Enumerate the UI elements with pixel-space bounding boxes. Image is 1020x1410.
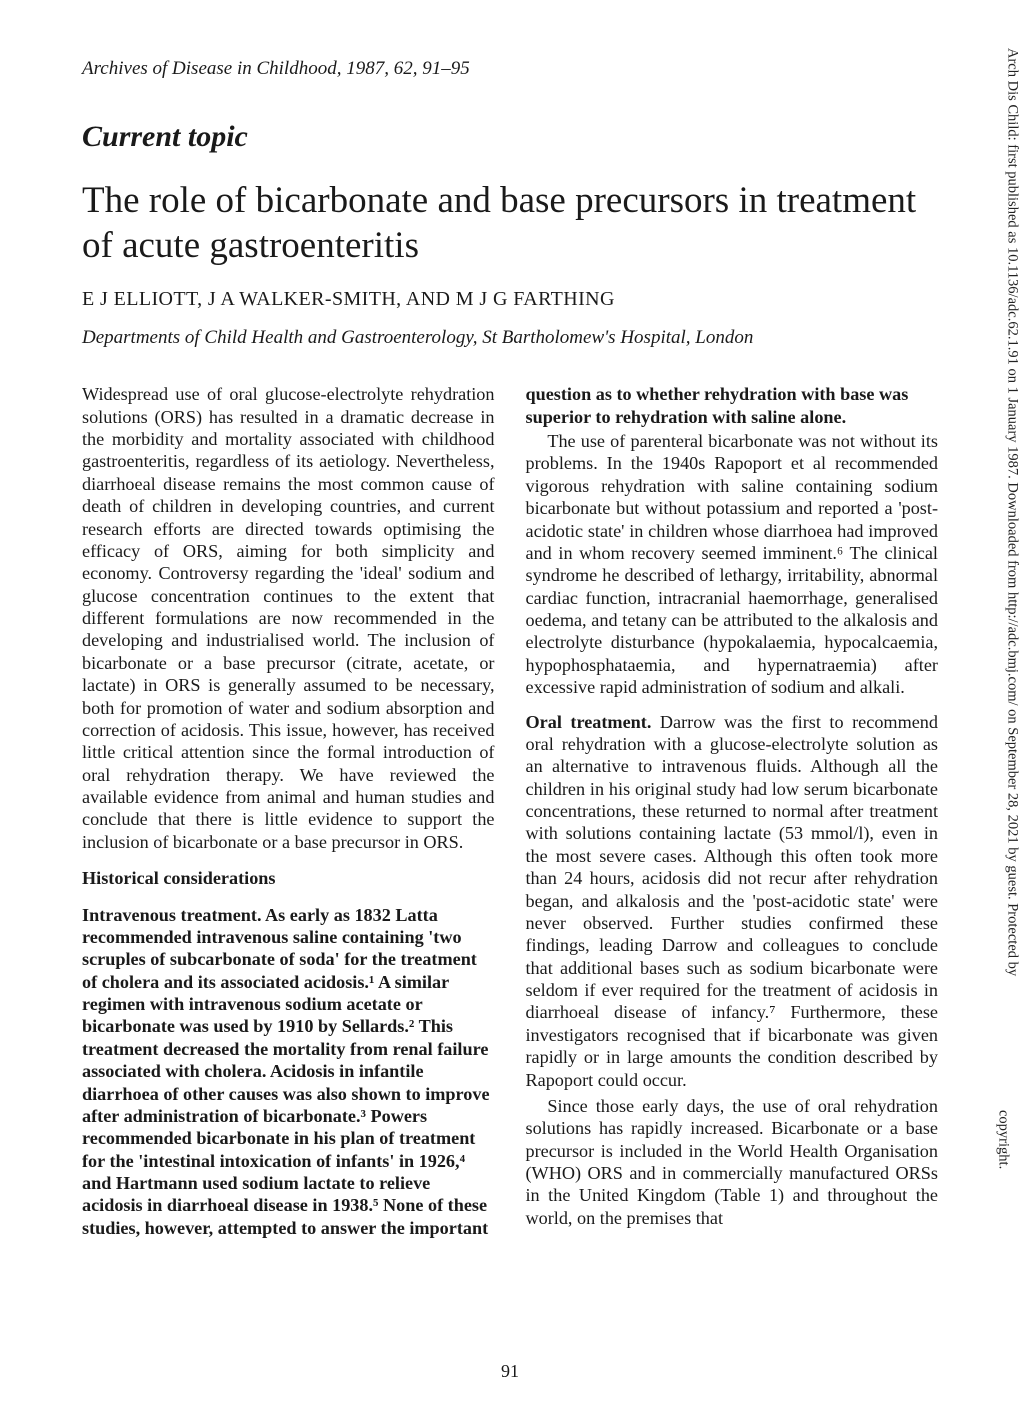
body-columns: Widespread use of oral glucose-electroly… <box>82 383 938 1239</box>
paragraph-parenteral: The use of parenteral bicarbonate was no… <box>526 430 939 699</box>
page-number: 91 <box>0 1361 1020 1382</box>
topic-label: Current topic <box>82 120 938 154</box>
inline-heading-iv: Intravenous treatment. <box>82 905 262 925</box>
affiliation: Departments of Child Health and Gastroen… <box>82 327 938 349</box>
inline-heading-oral: Oral treatment. <box>526 712 652 732</box>
sidebar-text-line1: Arch Dis Child: first published as 10.11… <box>1003 48 1020 976</box>
authors-line: E J ELLIOTT, J A WALKER-SMITH, AND M J G… <box>82 288 938 311</box>
page: Archives of Disease in Childhood, 1987, … <box>0 0 1020 1410</box>
download-sidebar: Arch Dis Child: first published as 10.11… <box>986 0 1020 1410</box>
section-heading-historical: Historical considerations <box>82 867 495 889</box>
running-header: Archives of Disease in Childhood, 1987, … <box>82 58 938 80</box>
paragraph-intro: Widespread use of oral glucose-electroly… <box>82 383 495 853</box>
paragraph-since: Since those early days, the use of oral … <box>526 1095 939 1229</box>
paragraph-oral-body: Darrow was the first to recommend oral r… <box>526 712 939 1090</box>
sidebar-text-line2: copyright. <box>994 1110 1011 1169</box>
article-title: The role of bicarbonate and base precurs… <box>82 178 938 268</box>
paragraph-oral: Oral treatment. Darrow was the first to … <box>526 711 939 1091</box>
